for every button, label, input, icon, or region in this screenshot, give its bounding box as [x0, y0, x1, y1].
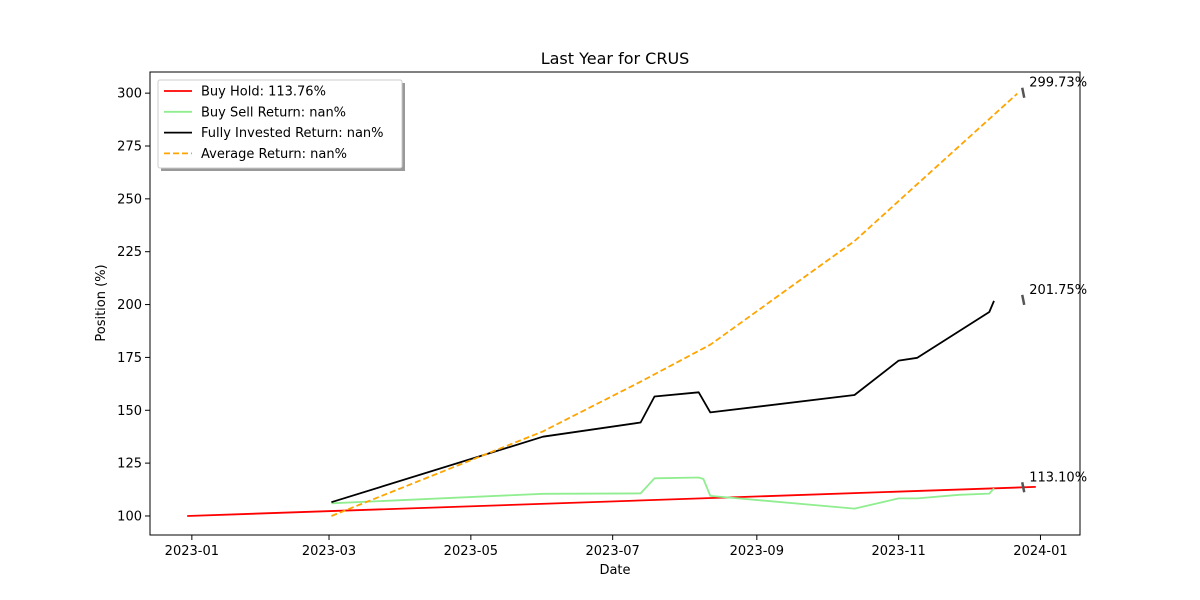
annotation-marker	[1020, 482, 1026, 493]
x-tick-label: 2023-07	[586, 544, 640, 559]
y-tick-label: 150	[117, 404, 142, 419]
legend-box	[157, 79, 403, 169]
chart-title: Last Year for CRUS	[541, 49, 690, 68]
x-axis-label: Date	[599, 563, 630, 578]
legend-label-3: Average Return: nan%	[201, 147, 347, 162]
x-tick-label: 2023-05	[444, 544, 498, 559]
annotation-marker	[1020, 294, 1026, 306]
legend-label-0: Buy Hold: 113.76%	[201, 85, 326, 100]
y-tick-label: 200	[117, 298, 142, 313]
x-tick-label: 2024-01	[1013, 544, 1067, 559]
y-tick-label: 100	[117, 509, 142, 524]
legend: Buy Hold: 113.76% Buy Sell Return: nan% Fu…	[157, 79, 405, 171]
annotation-label: 299.73%	[1029, 76, 1087, 91]
y-tick-label: 275	[117, 139, 142, 154]
y-tick-label: 125	[117, 457, 142, 472]
annotation-label: 113.10%	[1029, 470, 1087, 485]
annotations: 299.73% 201.75% 113.10%	[1020, 76, 1087, 493]
annotation-label: 201.75%	[1029, 283, 1087, 298]
series-line-0	[187, 486, 1036, 517]
plot-frame	[149, 71, 1081, 536]
x-tick-label: 2023-03	[302, 544, 356, 559]
y-axis: 100 125 150 175 200 225 250 275 300	[117, 87, 150, 524]
x-axis: 2023-01 2023-03 2023-05 2023-07 2023-09 2023-…	[165, 535, 1068, 559]
series-line-2	[331, 300, 995, 504]
series-line-3	[331, 93, 1018, 517]
annotation-marker	[1020, 87, 1026, 98]
x-tick-label: 2023-01	[165, 544, 219, 559]
series-line-1	[331, 476, 995, 510]
y-tick-label: 250	[117, 192, 142, 207]
y-tick-label: 300	[117, 87, 142, 102]
y-tick-label: 175	[117, 351, 142, 366]
plot-area	[149, 71, 1081, 536]
y-axis-label: Position (%)	[94, 264, 109, 341]
legend-label-2: Fully Invested Return: nan%	[201, 126, 384, 141]
legend-label-1: Buy Sell Return: nan%	[201, 105, 346, 120]
x-tick-label: 2023-11	[871, 544, 925, 559]
x-tick-label: 2023-09	[730, 544, 784, 559]
y-tick-label: 225	[117, 245, 142, 260]
